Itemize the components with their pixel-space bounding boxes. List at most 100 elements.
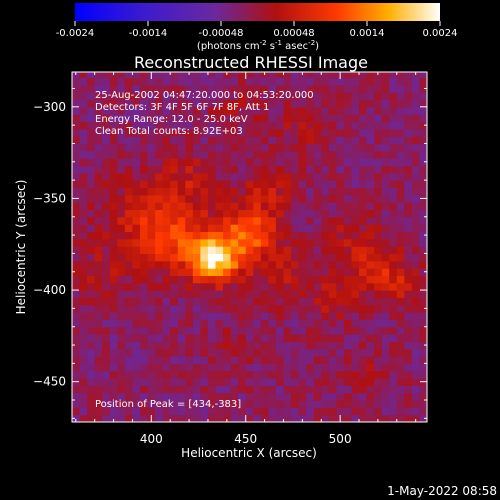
heatmap-cell <box>306 121 315 130</box>
heatmap-cell <box>94 275 103 284</box>
heatmap-cell <box>351 282 360 291</box>
heatmap-cell <box>215 356 224 364</box>
heatmap-cell <box>321 106 330 115</box>
heatmap-cell <box>291 297 300 306</box>
heatmap-cell <box>162 172 171 181</box>
heatmap-cell <box>139 414 149 422</box>
heatmap-cell <box>207 385 217 394</box>
heatmap-cell <box>313 165 322 174</box>
heatmap-cell <box>177 268 186 276</box>
heatmap-cell <box>139 150 149 159</box>
heatmap-cell <box>283 128 292 137</box>
heatmap-cell <box>124 180 134 189</box>
heatmap-cell <box>313 187 322 196</box>
heatmap-cell <box>72 348 81 357</box>
heatmap-cell <box>94 136 103 145</box>
heatmap-cell <box>117 356 126 364</box>
heatmap-cell <box>260 238 269 247</box>
heatmap-cell <box>109 72 118 79</box>
heatmap-cell <box>230 84 239 93</box>
heatmap-cell <box>374 246 383 255</box>
heatmap-cell <box>253 209 262 218</box>
heatmap-cell <box>215 231 224 240</box>
heatmap-cell <box>291 84 300 93</box>
heatmap-cell <box>207 238 217 247</box>
heatmap-cell <box>200 143 209 152</box>
heatmap-cell <box>306 84 315 93</box>
heatmap-cell <box>283 385 292 394</box>
heatmap-cell <box>313 392 322 401</box>
heatmap-cell <box>419 392 427 401</box>
heatmap-cell <box>306 180 315 189</box>
heatmap-cell <box>419 121 427 130</box>
heatmap-cell <box>306 77 315 86</box>
heatmap-cell <box>223 216 232 225</box>
heatmap-cell <box>192 385 201 394</box>
heatmap-cell <box>404 224 413 233</box>
heatmap-cell <box>147 348 156 357</box>
heatmap-cell <box>230 180 239 189</box>
heatmap-cell <box>283 268 292 276</box>
heatmap-cell <box>109 77 118 86</box>
heatmap-cell <box>94 392 103 401</box>
heatmap-cell <box>298 414 307 422</box>
heatmap-cell <box>275 363 285 372</box>
heatmap-cell <box>124 275 134 284</box>
heatmap-cell <box>132 400 141 408</box>
heatmap-cell <box>306 216 315 225</box>
heatmap-cell <box>215 348 224 357</box>
heatmap-cell <box>207 202 217 211</box>
heatmap-cell <box>245 106 254 115</box>
heatmap-cell <box>336 385 345 394</box>
heatmap-cell <box>411 114 421 123</box>
heatmap-cell <box>223 282 232 291</box>
heatmap-cell <box>177 304 186 313</box>
heatmap-cell <box>117 180 126 189</box>
heatmap-cell <box>192 165 201 174</box>
heatmap-cell <box>275 348 285 357</box>
heatmap-cell <box>200 231 209 240</box>
heatmap-cell <box>109 414 118 422</box>
heatmap-cell <box>109 246 118 255</box>
heatmap-cell <box>102 231 111 240</box>
heatmap-cell <box>306 158 315 167</box>
heatmap-cell <box>162 187 171 196</box>
heatmap-cell <box>291 224 300 233</box>
heatmap-cell <box>328 414 337 422</box>
heatmap-cell <box>396 385 405 394</box>
heatmap-cell <box>381 187 390 196</box>
heatmap-cell <box>291 172 300 181</box>
heatmap-cell <box>336 114 345 123</box>
heatmap-cell <box>87 172 96 181</box>
heatmap-cell <box>87 216 96 225</box>
heatmap-cell <box>260 275 269 284</box>
heatmap-cell <box>185 304 194 313</box>
heatmap-cell <box>389 187 398 196</box>
heatmap-cell <box>291 158 300 167</box>
heatmap-cell <box>268 304 277 313</box>
heatmap-cell <box>328 253 337 262</box>
heatmap-cell <box>275 121 285 130</box>
heatmap-cell <box>185 136 194 145</box>
heatmap-cell <box>162 275 171 284</box>
heatmap-cell <box>359 77 368 86</box>
heatmap-cell <box>366 209 375 218</box>
heatmap-cell <box>298 231 307 240</box>
heatmap-cell <box>351 304 360 313</box>
heatmap-cell <box>374 209 383 218</box>
heatmap-cell <box>366 72 375 79</box>
heatmap-cell <box>215 92 224 101</box>
heatmap-cell <box>328 282 337 291</box>
heatmap-cell <box>192 290 201 298</box>
heatmap-cell <box>275 158 285 167</box>
heatmap-cell <box>223 334 232 342</box>
heatmap-cell <box>306 136 315 145</box>
heatmap-cell <box>223 341 232 350</box>
heatmap-cell <box>223 231 232 240</box>
heatmap-cell <box>283 414 292 422</box>
heatmap-cell <box>162 260 171 269</box>
heatmap-cell <box>245 414 254 422</box>
heatmap-cell <box>381 209 390 218</box>
heatmap-cell <box>147 290 156 298</box>
heatmap-cell <box>139 356 149 364</box>
